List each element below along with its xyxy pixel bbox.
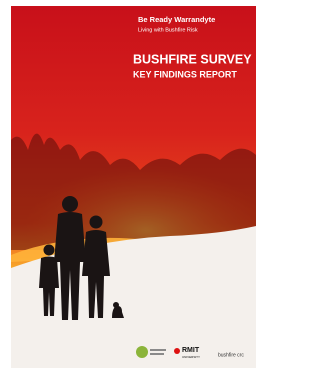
title-line-2: KEY FINDINGS REPORT: [133, 69, 237, 79]
rmit-logo: RMIT: [182, 347, 200, 354]
rmit-subtitle: UNIVERSITY: [182, 355, 200, 359]
tagline: Living with Bushfire Risk: [138, 27, 198, 33]
council-logo: [136, 346, 148, 358]
page: html, body { margin: 0; padding: 0; widt…: [0, 0, 267, 375]
title-line-1: BUSHFIRE SURVEY: [133, 52, 252, 66]
rmit-dot: [174, 348, 180, 354]
page-body: {"header": {"brand": "Be Ready Warrandyt…: [0, 0, 267, 375]
crc-logo: bushfire crc: [218, 352, 244, 358]
brand: Be Ready Warrandyte: [138, 15, 215, 24]
council-logo-text: [150, 349, 166, 351]
council-logo-text: [150, 353, 164, 355]
cover: Be Ready Warrandyte Living with Bushfire…: [11, 6, 256, 368]
report-cover: Be Ready Warrandyte Living with Bushfire…: [0, 0, 267, 375]
